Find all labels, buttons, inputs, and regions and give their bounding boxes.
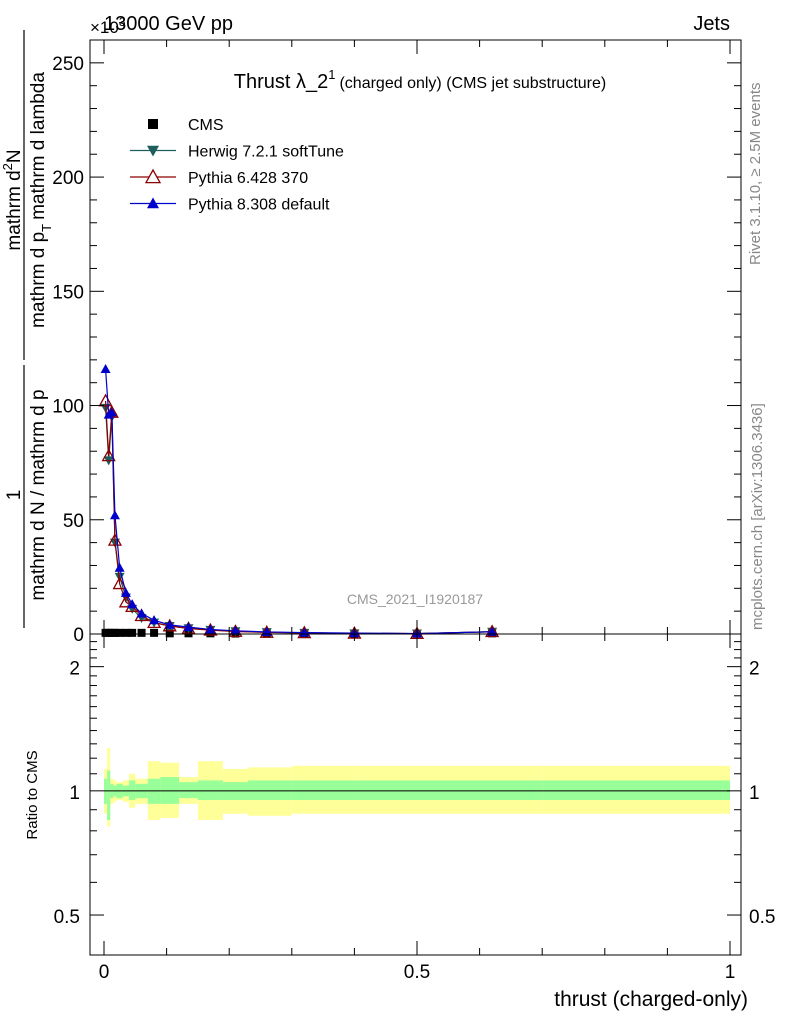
y-tick-label: 200 (52, 168, 84, 189)
ylabel-denominator-1: mathrm d N / mathrm d p (28, 389, 49, 600)
series-line-3 (104, 368, 493, 635)
ylabel-denominator-2: mathrm d pTmathrm d lambda (28, 72, 54, 328)
ratio-inner-band (197, 780, 223, 801)
ratio-frame (89, 633, 742, 956)
data-point-3 (183, 622, 194, 632)
header-left: 13000 GeV pp (104, 13, 233, 35)
ratio-y-tick-label: 1 (69, 783, 80, 804)
data-point-cms (110, 628, 119, 637)
data-point-pythia6 (98, 393, 113, 407)
legend-label: Pythia 6.428 370 (188, 170, 308, 187)
ratio-y-tick-label: 2 (69, 659, 80, 680)
y-tick-label: 250 (52, 54, 84, 75)
data-point-3 (114, 562, 125, 572)
legend-marker (144, 168, 162, 184)
legend-label: CMS (188, 117, 224, 134)
data-point-pythia6 (107, 532, 123, 546)
data-point-cms (115, 628, 124, 637)
ratio-inner-band (417, 780, 543, 801)
y-axis-label: 1 mathrm d N / mathrm d p mathrm d2N mat… (0, 30, 54, 628)
y-tick-label: 0 (73, 625, 84, 646)
data-point-3 (106, 407, 117, 417)
legend-marker (147, 197, 159, 209)
rivet-label: Rivet 3.1.10, ≥ 2.5M events (747, 83, 764, 266)
y-tick-label: 150 (52, 282, 84, 303)
legend: CMS Herwig 7.2.1 softTune Pythia 6.428 370… (130, 117, 344, 214)
data-point-pythia6 (101, 448, 116, 462)
ratio-inner-band (354, 780, 417, 801)
ratio-y-tick-label-right: 1 (749, 783, 760, 804)
y-tick-label: 100 (52, 397, 84, 418)
mcplots-label: mcplots.cern.ch [arXiv:1306.3436] (749, 403, 766, 630)
data-point-3 (109, 510, 120, 520)
legend-label: Pythia 8.308 default (188, 197, 330, 214)
legend-marker (148, 119, 158, 129)
ratio-panel: 0.5 0.5 1 1 2 2 0 0.5 1 Ratio to CMS thrust (cha… (24, 633, 775, 1011)
ratio-y-tick-label-right: 0.5 (749, 907, 775, 928)
ratio-inner-band (291, 780, 355, 801)
x-tick-label: 1 (725, 962, 736, 983)
data-point-pythia6 (485, 624, 500, 638)
ratio-inner-band (247, 780, 292, 801)
data-point-cms (128, 628, 137, 637)
data-point-3 (136, 608, 147, 618)
ratio-inner-band (107, 770, 111, 820)
ratio-inner-band (542, 780, 730, 801)
x-tick-label: 0.5 (404, 962, 430, 983)
data-point-pythia6 (118, 594, 134, 608)
data-point-cms (165, 629, 174, 638)
x-tick-label: 0 (99, 962, 110, 983)
legend-marker (147, 145, 159, 157)
ratio-inner-band (129, 780, 136, 801)
header-right: Jets (693, 13, 730, 35)
data-point-3 (230, 625, 241, 635)
analysis-watermark: CMS_2021_I1920187 (347, 591, 483, 607)
ratio-ylabel: Ratio to CMS (24, 750, 41, 839)
data-point-3 (120, 587, 131, 597)
y-tick-label: 50 (63, 511, 84, 532)
data-point-3 (149, 615, 160, 625)
data-point-pythia6 (112, 576, 127, 590)
chart-title: Thrust λ_21(charged only) (CMS jet subst… (234, 67, 606, 93)
data-point-3 (164, 619, 175, 629)
ratio-y-tick-label-right: 2 (749, 659, 760, 680)
data-point-cms (137, 628, 146, 637)
legend-label: Herwig 7.2.1 softTune (188, 144, 344, 161)
data-point-3 (205, 624, 216, 634)
x-axis-label: thrust (charged-only) (554, 988, 748, 1011)
axis-exponent: ×103 (90, 15, 126, 37)
data-point-cms (121, 628, 130, 637)
data-point-3 (100, 363, 111, 373)
ratio-inner-band (179, 782, 198, 799)
data-point-3 (487, 626, 498, 636)
ylabel-numerator-2: mathrm d2N (0, 149, 25, 250)
data-point-3 (127, 599, 138, 609)
ratio-y-tick-label: 0.5 (54, 907, 80, 928)
main-panel: 0 50 100 150 200 250 CMS_2021_I1920187 Thrust… (0, 30, 742, 646)
ylabel-numerator-1: 1 (4, 490, 25, 501)
data-point-cms (150, 628, 159, 637)
